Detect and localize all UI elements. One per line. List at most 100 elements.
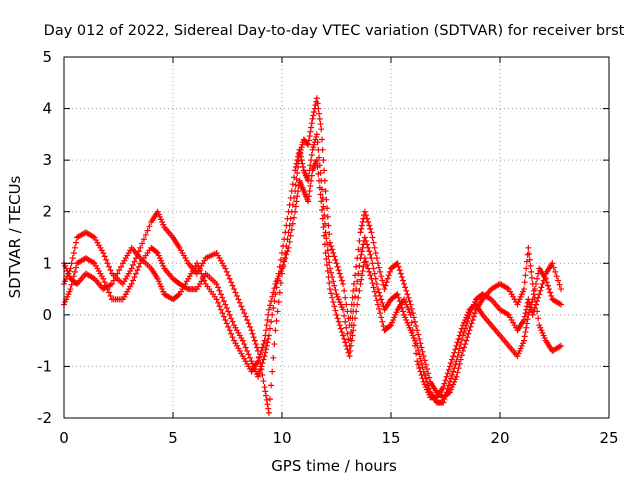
data-point (355, 294, 362, 301)
data-point (362, 212, 369, 219)
data-point (386, 268, 393, 275)
data-point (332, 307, 339, 314)
data-point (468, 320, 475, 327)
data-point (378, 314, 385, 321)
data-point (316, 110, 323, 117)
data-point (341, 335, 348, 342)
data-point (282, 255, 289, 262)
data-point (542, 275, 549, 282)
data-point (259, 372, 266, 379)
data-point (286, 238, 293, 245)
data-point (368, 229, 375, 236)
data-point (451, 349, 458, 356)
data-point (350, 327, 357, 334)
data-point (264, 317, 271, 324)
data-point (415, 331, 422, 338)
data-point (319, 194, 326, 201)
data-point (524, 316, 531, 323)
data-point (356, 287, 363, 294)
data-point (114, 270, 121, 277)
data-point (362, 258, 369, 265)
data-point (268, 298, 275, 305)
data-point (362, 237, 369, 244)
data-point (419, 375, 426, 382)
data-point (337, 325, 344, 332)
data-point (422, 361, 429, 368)
data-point (458, 336, 465, 343)
data-point (408, 319, 415, 326)
data-point (369, 234, 376, 241)
data-point (352, 293, 359, 300)
data-point (455, 335, 462, 342)
data-point (288, 188, 295, 195)
data-point (332, 256, 339, 263)
data-point (329, 246, 336, 253)
data-point (306, 133, 313, 140)
data-point (397, 270, 404, 277)
data-point (307, 182, 314, 189)
data-point (265, 335, 272, 342)
data-point (310, 109, 317, 116)
data-point (340, 306, 347, 313)
data-point (449, 356, 456, 363)
data-point (307, 128, 314, 135)
data-point (556, 281, 563, 288)
data-point (325, 274, 332, 281)
data-point (344, 330, 351, 337)
data-point (320, 203, 327, 210)
data-point (248, 327, 255, 334)
data-point (352, 315, 359, 322)
data-point (261, 353, 268, 360)
data-point (108, 280, 115, 287)
data-point (416, 365, 423, 372)
data-point (364, 262, 371, 269)
data-point (524, 251, 531, 258)
data-point (352, 272, 359, 279)
data-point (263, 346, 270, 353)
chart-title: Day 012 of 2022, Sidereal Day-to-day VTE… (44, 23, 625, 39)
data-point (118, 263, 125, 270)
data-point (334, 263, 341, 270)
x-tick-label: 25 (599, 429, 618, 447)
data-point (260, 378, 267, 385)
data-point (342, 318, 349, 325)
data-point (146, 223, 153, 230)
data-point (463, 337, 470, 344)
data-point (441, 380, 448, 387)
data-point (348, 337, 355, 344)
data-point (326, 286, 333, 293)
data-point (530, 291, 537, 298)
data-point (290, 174, 297, 181)
data-point (239, 306, 246, 313)
data-point (215, 284, 222, 291)
data-point (330, 249, 337, 256)
data-point (534, 275, 541, 282)
data-point (413, 323, 420, 330)
data-point (201, 277, 208, 284)
data-point (410, 314, 417, 321)
data-point (469, 317, 476, 324)
data-point (360, 263, 367, 270)
data-point (358, 272, 365, 279)
data-point (128, 280, 135, 287)
data-point (471, 310, 478, 317)
data-point (134, 267, 141, 274)
data-point (353, 286, 360, 293)
y-tick-label: -2 (37, 409, 52, 427)
data-point (445, 382, 452, 389)
data-point (521, 333, 528, 340)
data-point (256, 370, 263, 377)
x-tick-label: 15 (381, 429, 400, 447)
data-point (358, 222, 365, 229)
data-point (72, 264, 79, 271)
data-point (458, 352, 465, 359)
data-point (223, 268, 230, 275)
data-point (235, 296, 242, 303)
data-point (326, 231, 333, 238)
data-point (442, 377, 449, 384)
data-point (332, 286, 339, 293)
data-point (107, 292, 114, 299)
data-point (331, 303, 338, 310)
data-point (356, 262, 363, 269)
data-point (269, 293, 276, 300)
